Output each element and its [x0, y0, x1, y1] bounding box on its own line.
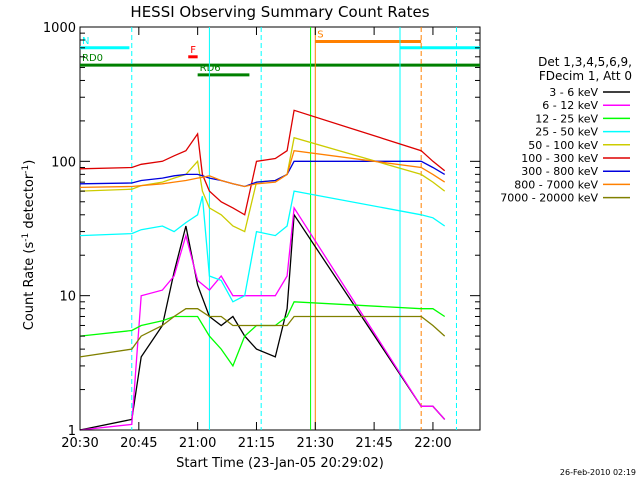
flag-bars: N S F RD0 RD6 [80, 29, 480, 77]
legend-label: 25 - 50 keV [535, 126, 598, 139]
x-tick-label: 20:45 [120, 436, 157, 451]
legend-label: 300 - 800 keV [521, 165, 598, 178]
legend-label: 6 - 12 keV [542, 99, 598, 112]
series-line-100-300keV [79, 109, 446, 216]
legend-label: 100 - 300 keV [521, 152, 598, 165]
y-tick-label: 1000 [43, 21, 76, 36]
legend-label: 7000 - 20000 keV [500, 192, 598, 205]
chart-title: HESSI Observing Summary Count Rates [130, 3, 429, 21]
series-line-50-100keV [79, 136, 446, 233]
y-axis-label: Count Rate (s-1 detector-1) [21, 160, 37, 331]
legend: Det 1,3,4,5,6,9, FDecim 1, Att 0 3 - 6 k… [500, 55, 632, 205]
series-line-12-25keV [79, 301, 446, 368]
x-tick-label: 21:15 [238, 436, 275, 451]
axes: 20:30 20:45 21:00 21:15 21:30 21:45 22:00 1 10 10… [43, 21, 480, 451]
x-tick-label: 21:00 [179, 436, 216, 451]
series-line-6-12keV [79, 205, 446, 431]
event-lines [131, 27, 457, 430]
series-lines [79, 109, 446, 431]
y-tick-label: 100 [51, 155, 76, 170]
legend-header-1: Det 1,3,4,5,6,9, [538, 55, 632, 69]
flag-label-n: N [82, 36, 89, 47]
series-line-25-50keV [79, 190, 446, 303]
legend-label: 12 - 25 keV [535, 112, 598, 125]
y-tick-label: 1 [68, 424, 76, 439]
y-tick-label: 10 [59, 290, 76, 305]
plot-frame [79, 26, 481, 431]
series-line-800-7000keV [79, 149, 446, 189]
x-axis-label: Start Time (23-Jan-05 20:29:02) [176, 456, 384, 471]
legend-label: 800 - 7000 keV [514, 178, 598, 191]
legend-label: 3 - 6 keV [549, 86, 598, 99]
series-line-7000-20000keV [79, 308, 446, 358]
x-tick-label: 21:45 [355, 436, 392, 451]
footer-timestamp: 26-Feb-2010 02:19 [560, 468, 636, 477]
x-tick-label: 21:30 [297, 436, 334, 451]
flag-label-s: S [317, 29, 323, 40]
flag-label-rd0: RD0 [82, 53, 103, 64]
series-line-3-6keV [79, 212, 446, 431]
x-tick-label: 20:30 [61, 436, 98, 451]
legend-header-2: FDecim 1, Att 0 [539, 69, 632, 83]
x-tick-label: 22:00 [414, 436, 451, 451]
flag-label-f: F [190, 45, 196, 56]
legend-label: 50 - 100 keV [528, 139, 598, 152]
flag-label-rd6: RD6 [200, 63, 221, 74]
